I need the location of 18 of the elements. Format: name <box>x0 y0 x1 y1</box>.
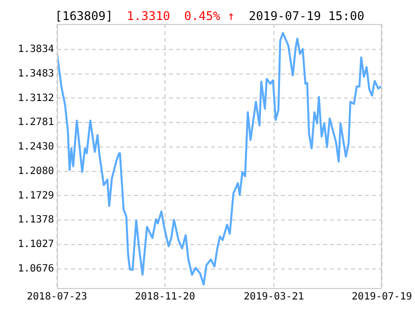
chart-title: [163809] <box>55 9 113 23</box>
text: 0.45% ↑ <box>184 9 235 23</box>
x-tick-label: 2018-07-23 <box>26 292 88 303</box>
y-tick-label: 1.2430 <box>18 142 54 153</box>
x-tick-label: 2019-07-19 <box>352 292 412 303</box>
y-tick-label: 1.1729 <box>18 190 54 202</box>
y-tick-label: 1.3834 <box>18 44 54 56</box>
y-tick-label: 1.2080 <box>18 166 54 177</box>
x-tick-label: 2018-11-20 <box>134 292 196 303</box>
text: 1.3310 <box>126 9 170 23</box>
y-tick-label: 1.1027 <box>18 239 54 250</box>
x-tick-label: 2019-03-21 <box>244 292 304 303</box>
y-tick-label: 1.3483 <box>18 68 54 80</box>
text: 2019-07-19 15:00 <box>248 9 364 23</box>
y-tick-label: 1.3132 <box>18 92 54 104</box>
y-tick-label: 1.0676 <box>18 263 54 274</box>
y-tick-label: 1.1378 <box>18 214 54 226</box>
y-tick-label: 1.2781 <box>18 117 54 128</box>
